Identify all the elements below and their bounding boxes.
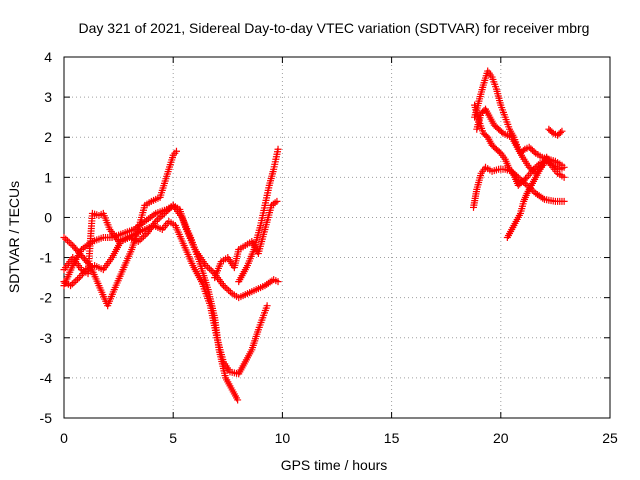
x-tick-label: 15	[384, 430, 400, 446]
data-point	[67, 240, 75, 248]
data-point	[522, 175, 530, 183]
data-point	[525, 163, 533, 171]
x-axis-label: GPS time / hours	[281, 457, 388, 473]
y-tick-labels: -5 -4 -3 -2 -1 0 1 2 3 4	[40, 49, 53, 426]
data-point	[223, 285, 231, 293]
data-point	[540, 159, 548, 167]
y-tick-label: -2	[40, 290, 53, 306]
y-tick-label: -4	[40, 370, 53, 386]
data-marks	[60, 67, 568, 404]
x-tick-label: 0	[60, 430, 68, 446]
data-point	[533, 162, 541, 170]
data-point	[204, 263, 212, 271]
data-point	[68, 280, 76, 288]
data-point	[263, 302, 271, 310]
series-track-11	[503, 159, 548, 241]
data-point	[62, 235, 70, 243]
data-point	[136, 236, 144, 244]
data-point	[560, 197, 568, 205]
tick-layer	[63, 56, 611, 419]
series-track-6	[235, 145, 282, 286]
series-track-9	[471, 101, 568, 189]
x-tick-label: 5	[169, 430, 177, 446]
y-tick-label: 0	[44, 209, 52, 225]
series-track-4	[60, 201, 242, 404]
data-point	[556, 129, 564, 137]
data-point	[60, 234, 68, 241]
data-point	[530, 165, 538, 173]
y-axis-label: SDTVAR / TECUs	[6, 181, 22, 293]
data-point	[519, 147, 527, 155]
data-point	[560, 173, 568, 181]
data-point	[153, 216, 161, 224]
x-tick-labels: 0 5 10 15 20 25	[60, 430, 618, 446]
data-point	[558, 161, 566, 169]
y-tick-label: 1	[44, 169, 52, 185]
data-point	[221, 283, 229, 291]
data-point	[274, 145, 282, 153]
x-tick-label: 20	[493, 430, 509, 446]
data-point	[72, 277, 80, 285]
data-point	[155, 214, 163, 222]
data-point	[531, 164, 539, 172]
data-point	[205, 265, 213, 273]
series-track-2	[60, 201, 282, 302]
y-tick-label: 2	[44, 129, 52, 145]
series-track-3	[60, 209, 271, 378]
y-tick-label: 3	[44, 89, 52, 105]
data-point	[498, 128, 506, 136]
data-point	[527, 145, 535, 153]
x-tick-label: 25	[602, 430, 618, 446]
y-tick-label: -5	[40, 410, 53, 426]
data-point	[274, 278, 282, 286]
grid-layer	[64, 57, 610, 418]
x-tick-label: 10	[275, 430, 291, 446]
data-point	[525, 143, 533, 151]
data-point	[548, 128, 556, 136]
chart-title: Day 321 of 2021, Sidereal Day-to-day VTE…	[79, 20, 590, 36]
data-point	[558, 127, 566, 135]
y-tick-label: -1	[40, 250, 53, 266]
data-point	[157, 213, 165, 221]
y-tick-label: -3	[40, 330, 53, 346]
data-point	[530, 148, 538, 156]
data-point	[139, 233, 147, 241]
series-track-12	[545, 125, 566, 139]
data-point	[63, 237, 71, 245]
data-point	[234, 396, 242, 404]
data-point	[528, 146, 536, 154]
data-point	[74, 275, 82, 283]
series-track-10	[473, 105, 566, 169]
data-point	[273, 197, 281, 205]
data-point	[225, 286, 233, 294]
data-point	[172, 147, 180, 155]
y-tick-label: 4	[44, 49, 52, 65]
data-point	[65, 238, 73, 246]
plot-frame	[63, 56, 611, 419]
